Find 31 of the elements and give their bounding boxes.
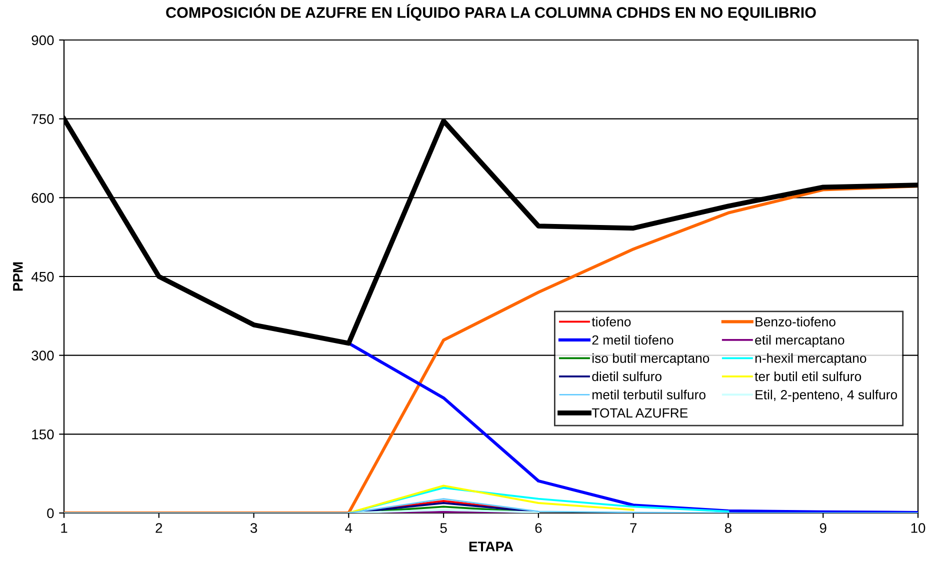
y-tick-label: 750 (32, 114, 54, 124)
y-tick-label: 450 (31, 272, 54, 282)
chart-title: COMPOSICIÓN DE AZUFRE EN LÍQUIDO PARA LA COLUMNA CDHDS EN NO EQUILIBRIO (166, 4, 816, 21)
x-tick-label: 4 (345, 523, 352, 533)
x-tick-label: 1 (61, 523, 68, 533)
legend-label: Etil, 2-penteno, 4 sulfuro (756, 390, 898, 402)
legend-label: n-hexil mercaptano (755, 353, 866, 366)
legend-label: tiofeno (592, 316, 631, 326)
y-tick-label: 300 (32, 350, 54, 361)
x-tick-label: 5 (440, 523, 447, 533)
legend-label: dietil sulfuro (592, 371, 662, 382)
legend-label: Benzo-tiofeno (756, 316, 836, 326)
x-tick-label: 9 (820, 523, 826, 533)
y-tick-label: 900 (32, 35, 54, 46)
legend-label: 2 metil tiofeno (592, 334, 674, 345)
x-tick-label: 2 (156, 523, 162, 533)
y-tick-label: 600 (32, 193, 54, 203)
x-tick-label: 6 (535, 523, 542, 533)
x-tick-label: 3 (250, 523, 258, 533)
legend-label: metil terbutil sulfuro (592, 390, 706, 400)
legend-label: etil mercaptano (755, 334, 844, 348)
y-tick-label: 0 (47, 508, 54, 518)
x-tick-label: 8 (724, 523, 732, 533)
y-tick-label: 150 (32, 430, 54, 440)
legend-label: ter butil etil sulfuro (754, 371, 862, 382)
legend-label: TOTAL AZUFRE (592, 408, 688, 418)
x-tick-label: 10 (911, 523, 926, 533)
x-axis-title: ETAPA (469, 542, 514, 552)
legend-label: iso butil mercaptano (592, 353, 710, 366)
y-axis-title: PPM (13, 262, 23, 291)
x-tick-label: 7 (630, 523, 636, 533)
